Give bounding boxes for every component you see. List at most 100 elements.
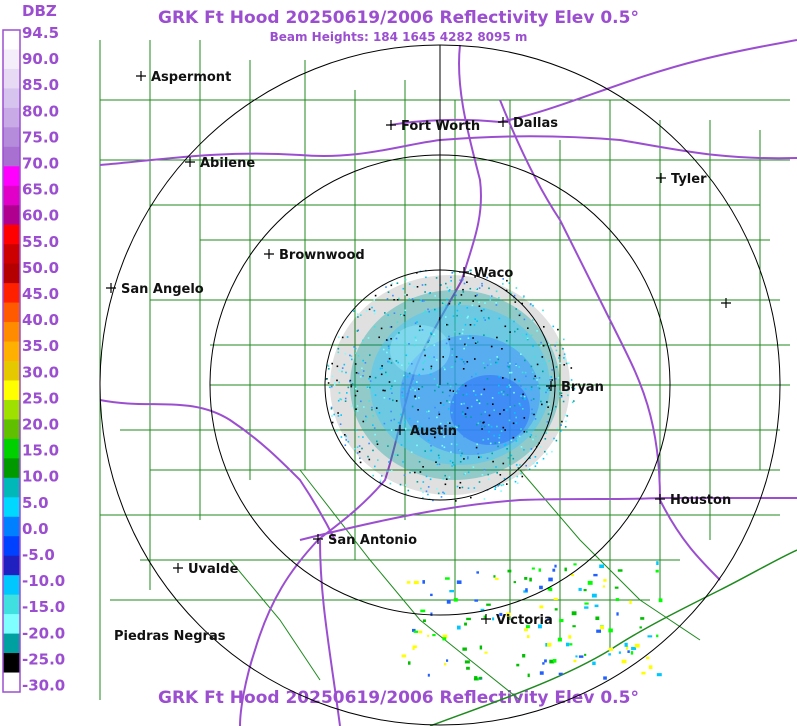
echo-pixel bbox=[462, 394, 465, 396]
echo-pixel bbox=[436, 463, 439, 466]
legend-tick-label: 94.5 bbox=[22, 24, 59, 42]
echo-pixel bbox=[474, 403, 477, 405]
echo-pixel bbox=[523, 417, 526, 419]
echo-pixel bbox=[424, 354, 426, 357]
echo-pixel bbox=[573, 400, 575, 402]
echo-pixel bbox=[445, 478, 448, 480]
echo-pixel bbox=[526, 337, 529, 340]
echo-pixel bbox=[449, 385, 452, 388]
echo-pixel bbox=[524, 398, 526, 400]
echo-pixel bbox=[507, 362, 509, 364]
echo-pixel bbox=[408, 661, 411, 665]
echo-pixel bbox=[351, 383, 354, 385]
echo-pixel bbox=[509, 371, 511, 374]
reflectivity-speckles bbox=[325, 269, 663, 681]
legend-swatch bbox=[3, 146, 20, 167]
echo-pixel bbox=[336, 430, 338, 432]
echo-pixel bbox=[583, 589, 587, 592]
echo-pixel bbox=[444, 323, 447, 326]
echo-pixel bbox=[444, 316, 447, 318]
echo-pixel bbox=[460, 455, 462, 457]
echo-pixel bbox=[490, 295, 493, 297]
echo-pixel bbox=[486, 603, 491, 606]
echo-pixel bbox=[373, 427, 376, 429]
echo-pixel bbox=[371, 406, 373, 409]
echo-pixel bbox=[523, 395, 526, 398]
echo-pixel bbox=[549, 379, 551, 381]
echo-pixel bbox=[533, 377, 535, 380]
echo-pixel bbox=[541, 403, 543, 406]
echo-pixel bbox=[366, 386, 369, 389]
echo-pixel bbox=[450, 280, 452, 282]
echo-pixel bbox=[434, 406, 436, 409]
echo-pixel bbox=[441, 302, 444, 304]
echo-pixel bbox=[418, 397, 420, 399]
echo-pixel bbox=[554, 378, 557, 380]
echo-pixel bbox=[617, 569, 623, 572]
echo-pixel bbox=[481, 428, 483, 430]
echo-pixel bbox=[387, 470, 389, 473]
echo-pixel bbox=[554, 564, 557, 568]
echo-pixel bbox=[508, 282, 511, 284]
echo-pixel bbox=[648, 665, 653, 670]
legend-swatch bbox=[3, 68, 20, 89]
echo-pixel bbox=[422, 362, 425, 364]
echo-pixel bbox=[458, 332, 461, 335]
city-marker bbox=[395, 425, 405, 435]
echo-pixel bbox=[427, 308, 429, 311]
legend-tick-label: 35.0 bbox=[22, 337, 59, 355]
echo-pixel bbox=[435, 310, 437, 312]
echo-pixel bbox=[477, 274, 480, 277]
echo-pixel bbox=[521, 334, 524, 337]
echo-pixel bbox=[538, 377, 541, 379]
echo-pixel bbox=[486, 457, 489, 459]
echo-pixel bbox=[530, 448, 533, 450]
echo-pixel bbox=[481, 474, 484, 476]
legend-swatch bbox=[3, 594, 20, 615]
echo-pixel bbox=[463, 363, 466, 365]
echo-pixel bbox=[524, 388, 527, 390]
echo-pixel bbox=[436, 488, 438, 490]
echo-pixel bbox=[514, 301, 517, 303]
echo-pixel bbox=[387, 291, 390, 293]
echo-pixel bbox=[456, 443, 458, 446]
echo-pixel bbox=[466, 317, 469, 319]
echo-pixel bbox=[491, 397, 494, 399]
echo-pixel bbox=[435, 359, 438, 361]
echo-pixel bbox=[570, 574, 574, 577]
echo-pixel bbox=[484, 411, 486, 413]
echo-pixel bbox=[508, 464, 511, 467]
echo-pixel bbox=[509, 467, 511, 469]
major-roads bbox=[99, 39, 797, 726]
echo-pixel bbox=[434, 295, 436, 297]
echo-pixel bbox=[414, 322, 417, 324]
echo-pixel bbox=[474, 295, 477, 297]
echo-pixel bbox=[496, 361, 499, 364]
echo-pixel bbox=[416, 381, 418, 383]
echo-pixel bbox=[466, 361, 469, 363]
echo-pixel bbox=[355, 387, 357, 390]
echo-pixel bbox=[568, 635, 572, 639]
echo-pixel bbox=[452, 401, 454, 403]
echo-pixel bbox=[483, 317, 485, 319]
echo-pixel bbox=[471, 384, 474, 386]
legend-swatch bbox=[3, 322, 20, 343]
echo-pixel bbox=[549, 659, 555, 664]
echo-pixel bbox=[446, 400, 448, 402]
echo-pixel bbox=[423, 312, 425, 314]
echo-pixel bbox=[521, 371, 524, 374]
echo-pixel bbox=[444, 474, 446, 477]
echo-pixel bbox=[492, 617, 495, 621]
echo-pixel bbox=[519, 313, 521, 315]
legend-swatch bbox=[3, 166, 20, 187]
echo-pixel bbox=[530, 388, 533, 391]
echo-pixel bbox=[469, 272, 472, 275]
echo-pixel bbox=[412, 378, 414, 380]
echo-pixel bbox=[472, 466, 475, 468]
echo-pixel bbox=[630, 651, 634, 655]
echo-pixel bbox=[359, 376, 362, 378]
echo-pixel bbox=[548, 360, 550, 362]
echo-pixel bbox=[407, 489, 410, 492]
echo-pixel bbox=[461, 452, 463, 455]
